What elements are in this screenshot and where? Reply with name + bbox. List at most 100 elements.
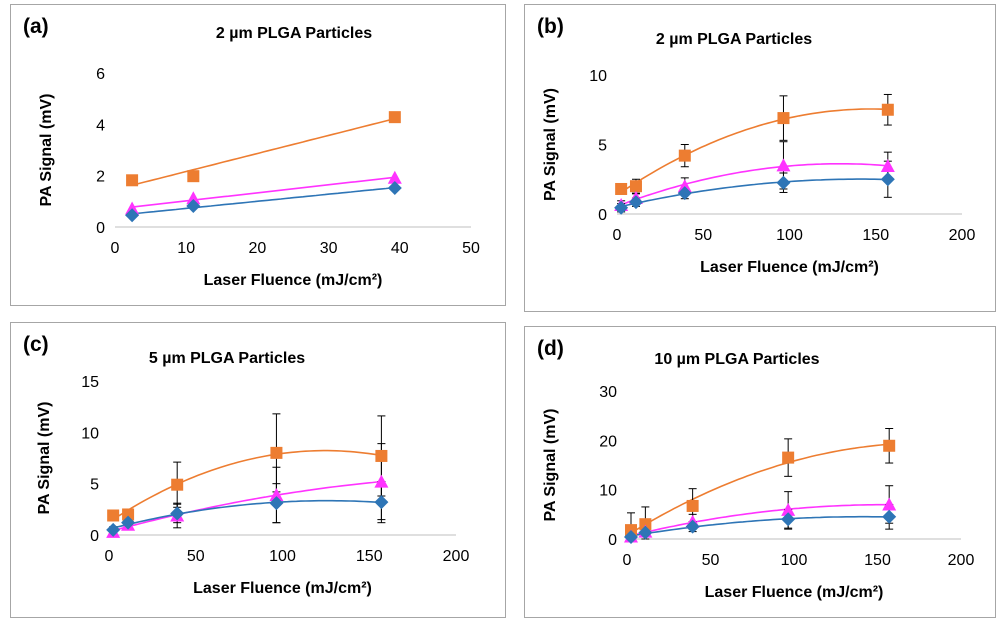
square-marker (639, 518, 652, 531)
chart-title: 10 µm PLGA Particles (654, 351, 819, 368)
x-tick-label: 40 (391, 240, 409, 257)
y-tick-label: 30 (599, 384, 617, 401)
x-tick-label: 50 (462, 240, 480, 257)
diamond-marker (685, 519, 700, 534)
diamond-marker (624, 530, 639, 545)
x-tick-label: 50 (187, 548, 205, 565)
panel-label: (b) (537, 15, 564, 38)
fit-line (112, 449, 382, 521)
chart-title: 2 µm PLGA Particles (656, 31, 812, 48)
y-tick-label: 0 (608, 532, 617, 549)
fit-line (620, 108, 888, 193)
square-marker (777, 112, 790, 125)
x-tick-label: 50 (702, 552, 720, 569)
triangle-marker (880, 159, 895, 173)
y-axis-label: PA Signal (mV) (36, 402, 53, 515)
fit-line (620, 163, 888, 206)
x-axis-label: Laser Fluence (mJ/cm²) (193, 580, 372, 597)
diamond-marker (614, 200, 629, 215)
x-tick-label: 0 (623, 552, 632, 569)
diamond-marker (781, 512, 796, 527)
fit-line (630, 443, 890, 534)
panel-label: (a) (23, 15, 49, 38)
chart-title: 5 µm PLGA Particles (149, 350, 305, 367)
diamond-marker (186, 198, 201, 213)
square-marker (171, 478, 184, 491)
x-tick-label: 100 (269, 548, 296, 565)
chart-svg: (b) 2 µm PLGA Particles PA Signal (mV) Lase… (537, 15, 976, 276)
square-marker (686, 499, 699, 512)
triangle-marker (269, 487, 284, 501)
square-marker (881, 103, 894, 116)
square-marker (375, 449, 388, 462)
y-tick-label: 20 (599, 433, 617, 450)
triangle-marker (776, 158, 791, 172)
x-tick-label: 150 (862, 227, 889, 244)
x-tick-label: 200 (949, 227, 976, 244)
fit-line (131, 117, 395, 186)
y-tick-label: 2 (96, 169, 105, 186)
fit-line (112, 480, 382, 532)
triangle-marker (125, 201, 140, 215)
square-marker (107, 509, 120, 522)
square-marker (187, 170, 200, 183)
x-tick-label: 100 (781, 552, 808, 569)
x-tick-label: 0 (111, 240, 120, 257)
diamond-marker (776, 175, 791, 190)
fit-line (132, 176, 395, 208)
panel-c: (c) 5 µm PLGA Particles PA Signal (mV) Lase… (10, 322, 506, 618)
panel-b: (b) 2 µm PLGA Particles PA Signal (mV) Lase… (524, 4, 996, 312)
chart-title: 2 µm PLGA Particles (216, 25, 372, 42)
triangle-marker (677, 179, 692, 193)
fit-line (132, 186, 395, 215)
fit-line (620, 178, 888, 208)
x-tick-label: 150 (356, 548, 383, 565)
square-marker (782, 451, 795, 464)
triangle-marker (387, 170, 402, 184)
triangle-marker (781, 502, 796, 516)
y-tick-label: 5 (90, 477, 99, 494)
square-marker (629, 180, 642, 193)
diamond-marker (677, 186, 692, 201)
x-tick-label: 200 (948, 552, 975, 569)
diamond-marker (880, 172, 895, 187)
panel-a: (a) 2 µm PLGA Particles PA Signal (mV) Lase… (10, 4, 506, 306)
y-tick-label: 5 (598, 138, 607, 155)
fit-line (630, 515, 890, 537)
square-marker (270, 446, 283, 459)
y-tick-label: 10 (589, 68, 607, 85)
diamond-marker (170, 506, 185, 521)
x-tick-label: 100 (776, 227, 803, 244)
square-marker (388, 111, 401, 124)
triangle-marker (186, 191, 201, 205)
y-tick-label: 0 (96, 220, 105, 237)
triangle-marker (882, 497, 897, 511)
diamond-marker (638, 525, 653, 540)
diamond-marker (628, 195, 643, 210)
y-tick-label: 4 (96, 117, 105, 134)
x-tick-label: 30 (320, 240, 338, 257)
panel-label: (c) (23, 333, 49, 356)
y-axis-label: PA Signal (mV) (542, 409, 559, 522)
panel-d: (d) 10 µm PLGA Particles PA Signal (mV) Las… (524, 326, 996, 618)
fit-line (112, 499, 382, 529)
x-axis-label: Laser Fluence (mJ/cm²) (204, 272, 383, 289)
y-tick-label: 0 (598, 207, 607, 224)
panel-label: (d) (537, 337, 564, 360)
chart-svg: (d) 10 µm PLGA Particles PA Signal (mV) Las… (537, 337, 975, 601)
diamond-marker (882, 509, 897, 524)
x-axis-label: Laser Fluence (mJ/cm²) (700, 259, 879, 276)
diamond-marker (106, 522, 121, 537)
y-axis-label: PA Signal (mV) (38, 94, 55, 207)
square-marker (126, 174, 139, 187)
x-tick-label: 20 (249, 240, 267, 257)
diamond-marker (125, 208, 140, 223)
x-tick-label: 150 (864, 552, 891, 569)
y-tick-label: 15 (81, 374, 99, 391)
diamond-marker (374, 495, 389, 510)
x-tick-label: 200 (443, 548, 470, 565)
square-marker (122, 508, 135, 521)
diamond-marker (387, 180, 402, 195)
x-tick-label: 10 (177, 240, 195, 257)
x-tick-label: 0 (105, 548, 114, 565)
